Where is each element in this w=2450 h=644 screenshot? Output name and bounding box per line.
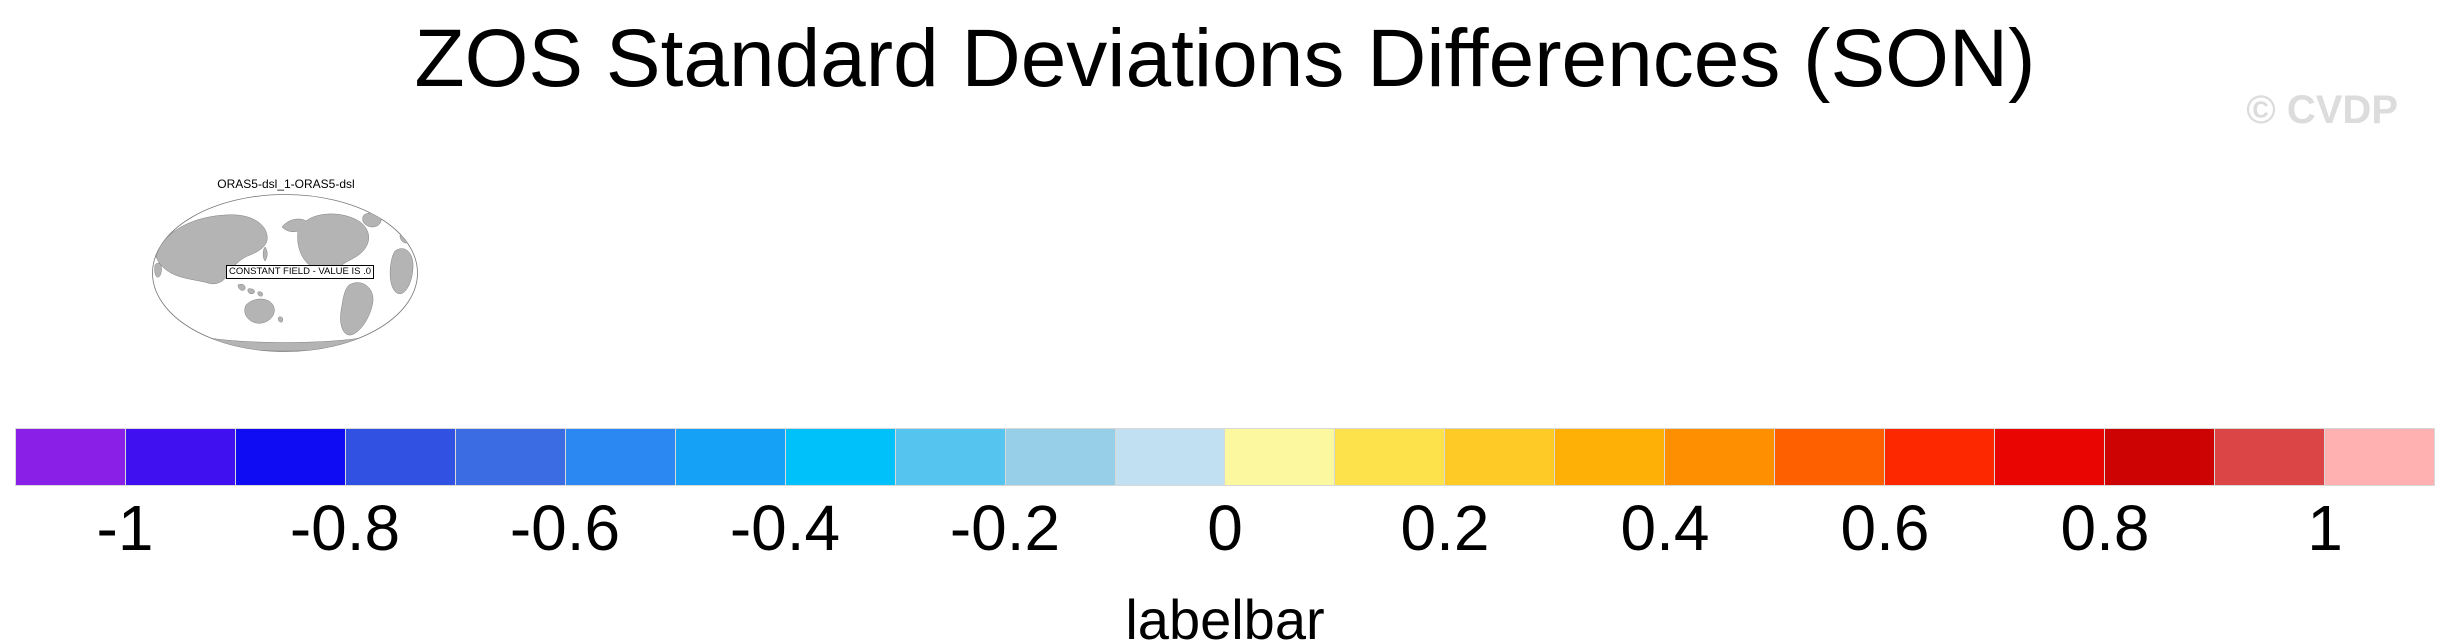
colorbar-tick-label: -0.2	[949, 492, 1061, 564]
colorbar-box	[1884, 429, 1995, 485]
colorbar-tick-label: 0	[1207, 492, 1243, 564]
colorbar-box	[234, 429, 345, 485]
colorbar	[15, 428, 2435, 486]
colorbar-tick-label: 0.4	[1620, 492, 1710, 564]
colorbar-box	[894, 429, 1005, 485]
colorbar-box	[1334, 429, 1445, 485]
colorbar-box	[344, 429, 455, 485]
page-title: ZOS Standard Deviations Differences (SON…	[414, 13, 2036, 104]
colorbar-box	[784, 429, 895, 485]
colorbar-tick-label: 1	[2307, 492, 2343, 564]
colorbar-box	[2104, 429, 2215, 485]
colorbar-box	[454, 429, 565, 485]
colorbar-box	[1554, 429, 1665, 485]
colorbar-tick-label: -0.8	[289, 492, 401, 564]
world-map-thumbnail: ORAS5-dsl_1-ORAS5-dsl	[150, 176, 422, 358]
colorbar-ticks: -1 -0.8 -0.6 -0.4 -0.2 0 0.2 0.4 0.6 0.8 1	[15, 496, 2435, 560]
colorbar-tick-label: 0.8	[2060, 492, 2150, 564]
colorbar-box	[564, 429, 675, 485]
colorbar-box	[674, 429, 785, 485]
colorbar-box	[1444, 429, 1555, 485]
colorbar-caption: labelbar	[1125, 588, 1325, 644]
map-panel-title: ORAS5-dsl_1-ORAS5-dsl	[217, 177, 355, 191]
colorbar-tick-label: -0.6	[509, 492, 621, 564]
colorbar-box	[1004, 429, 1115, 485]
colorbar-box	[1114, 429, 1225, 485]
colorbar-tick-label: -1	[96, 492, 154, 564]
colorbar-tick-label: 0.6	[1840, 492, 1930, 564]
colorbar-box	[1664, 429, 1775, 485]
colorbar-box	[2324, 429, 2434, 485]
colorbar-box	[2214, 429, 2325, 485]
colorbar-box	[124, 429, 235, 485]
colorbar-box	[1994, 429, 2105, 485]
colorbar-box	[1224, 429, 1335, 485]
colorbar-box	[16, 429, 125, 485]
colorbar-box	[1774, 429, 1885, 485]
constant-field-label: CONSTANT FIELD - VALUE IS .0	[226, 265, 375, 279]
colorbar-tick-label: 0.2	[1400, 492, 1490, 564]
cvdp-watermark: © CVDP	[2246, 88, 2398, 132]
colorbar-tick-label: -0.4	[729, 492, 841, 564]
